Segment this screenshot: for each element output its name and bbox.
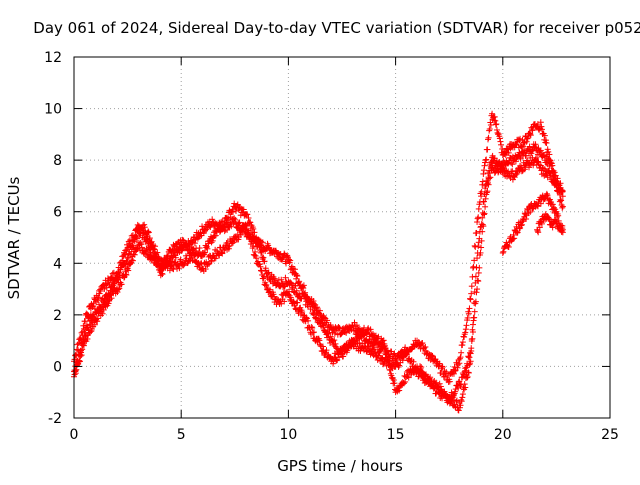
y-tick-label: 4 [53,256,62,272]
data-point [559,226,566,233]
x-tick-label: 10 [279,427,297,443]
data-point [77,353,84,360]
data-point [559,193,566,200]
data-point [493,121,500,128]
data-point [474,255,481,262]
x-axis-label: GPS time / hours [277,457,403,475]
x-tick-label: 15 [387,427,405,443]
data-point [474,219,481,226]
y-tick-label: 6 [53,205,62,221]
y-tick-label: 12 [44,50,62,66]
tick-labels: 0 5 10 15 20 25 -2 0 2 4 6 8 10 12 [44,50,619,443]
y-tick-label: 0 [53,359,62,375]
series-trace-track-3 [71,141,566,407]
series-track-3 [71,141,566,407]
series-track-4 [499,190,566,256]
data-point [467,296,474,303]
series-track-5 [534,211,566,236]
x-tick-label: 20 [494,427,512,443]
x-tick-label: 5 [177,427,186,443]
axis-ticks [73,56,611,419]
data-point [474,286,481,293]
y-tick-label: 2 [53,308,62,324]
data-point [559,203,566,210]
y-axis-label: SDTVAR / TECUs [5,176,23,299]
data-point [150,249,157,256]
series-trace-track-4 [500,190,566,255]
series-trace-track-5 [534,212,566,236]
data-point [499,249,506,256]
x-tick-label: 0 [70,427,79,443]
grid-lines [74,57,610,418]
y-tick-label: 10 [44,102,62,118]
data-point [482,195,489,202]
plot-frame [73,56,611,419]
y-tick-label: 8 [53,153,62,169]
chart-title: Day 061 of 2024, Sidereal Day-to-day VTE… [33,19,640,37]
x-tick-label: 25 [601,427,619,443]
data-points [71,110,566,414]
y-tick-label: -2 [48,411,62,427]
